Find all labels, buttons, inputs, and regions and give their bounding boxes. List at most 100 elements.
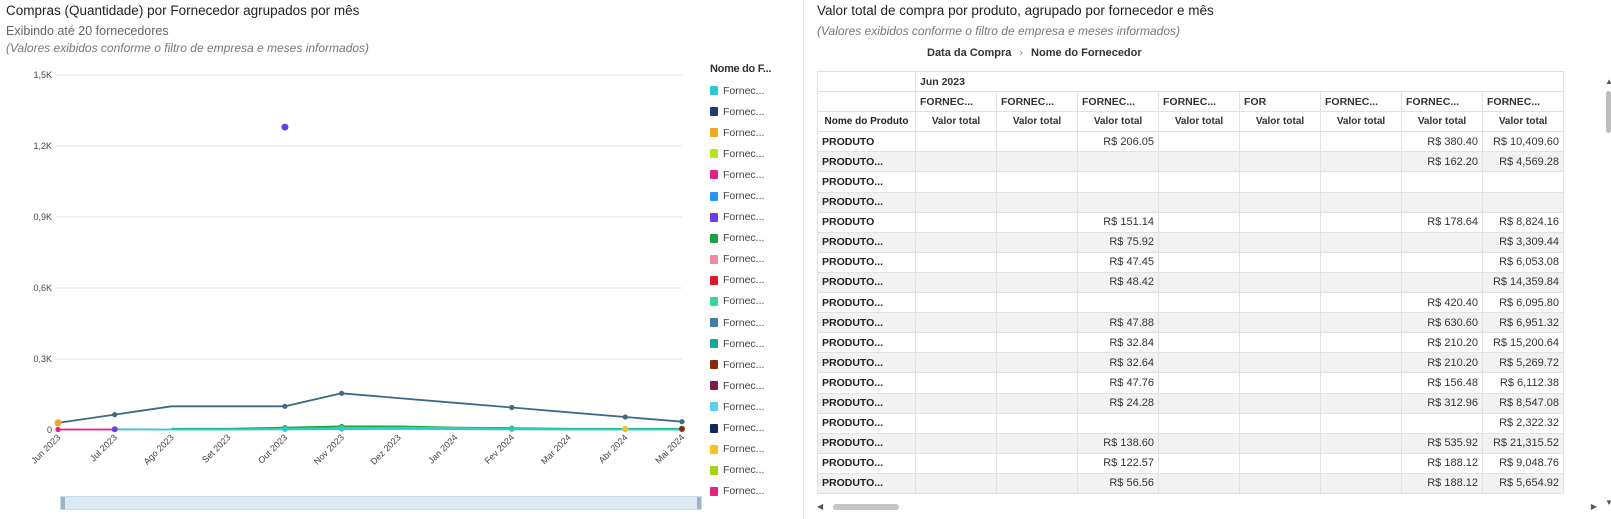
y-tick-label: 0,3K: [33, 354, 52, 364]
table-cell: R$ 24.28: [1077, 392, 1159, 414]
table-cell: [1239, 412, 1321, 434]
table-cell: [1239, 472, 1321, 494]
row-header-product: PRODUTO: [817, 211, 916, 233]
column-header-supplier[interactable]: FORNEC...: [915, 91, 997, 113]
chart-note: (Valores exibidos conforme o filtro de e…: [6, 41, 370, 55]
legend-item[interactable]: Fornec...: [710, 122, 802, 143]
table-cell: R$ 3,309.44: [1482, 231, 1564, 253]
scroll-thumb-horizontal[interactable]: [833, 504, 899, 510]
horizontal-scrollbar[interactable]: ◀ ▶: [817, 502, 1597, 511]
table-cell: [915, 372, 997, 394]
legend-swatch: [710, 444, 718, 454]
column-header-measure: Valor total: [1239, 111, 1321, 133]
table-cell: [1158, 432, 1240, 454]
row-header-label: Nome do Produto: [817, 111, 916, 133]
vertical-scrollbar[interactable]: ▲ ▼: [1605, 77, 1611, 507]
legend-swatch: [710, 86, 718, 96]
column-header-supplier[interactable]: FORNEC...: [1482, 91, 1564, 113]
legend-item[interactable]: Fornec...: [710, 207, 802, 228]
table-cell: R$ 380.40: [1401, 131, 1483, 153]
table-title: Valor total de compra por produto, agrup…: [817, 3, 1214, 18]
y-tick-label: 0: [47, 425, 52, 435]
legend-swatch: [710, 339, 718, 349]
table-cell: R$ 8,547.08: [1482, 392, 1564, 414]
column-header-supplier[interactable]: FORNEC...: [1158, 91, 1240, 113]
legend-item[interactable]: Fornec...: [710, 460, 802, 481]
legend-item[interactable]: Fornec...: [710, 418, 802, 439]
breadcrumb-date[interactable]: Data da Compra: [927, 47, 1012, 59]
data-point: [679, 419, 685, 425]
table-cell: [1239, 231, 1321, 253]
scroll-thumb[interactable]: [1606, 91, 1611, 133]
series-line: [114, 427, 682, 431]
slider-handle-end[interactable]: [697, 497, 701, 509]
column-header-supplier[interactable]: FORNEC...: [1077, 91, 1159, 113]
legend-item[interactable]: Fornec...: [710, 143, 802, 164]
legend-label: Fornec...: [723, 316, 765, 329]
table-cell: R$ 48.42: [1077, 271, 1159, 294]
legend-item[interactable]: Fornec...: [710, 249, 802, 270]
table-row: PRODUTO R$ 206.05 R$ 380.40 R$ 10,409.60: [817, 131, 1564, 153]
y-tick-label: 0,6K: [33, 283, 52, 293]
legend-item[interactable]: Fornec...: [710, 481, 802, 502]
table-cell: [996, 251, 1078, 273]
row-header-product: PRODUTO...: [817, 432, 916, 454]
legend-label: Fornec...: [723, 168, 765, 181]
legend-item[interactable]: Fornec...: [710, 312, 802, 333]
legend-item[interactable]: Fornec...: [710, 101, 802, 122]
column-header-supplier[interactable]: FORNEC...: [996, 91, 1078, 113]
legend-label: Fornec...: [723, 211, 765, 224]
legend-swatch: [710, 254, 718, 264]
table-cell: R$ 210.20: [1401, 352, 1483, 374]
column-header-supplier[interactable]: FOR: [1239, 91, 1321, 113]
legend-item[interactable]: Fornec...: [710, 375, 802, 396]
legend-item[interactable]: Fornec...: [710, 228, 802, 249]
table-cell: [1320, 191, 1402, 213]
legend-swatch: [710, 318, 718, 328]
x-axis-range-slider[interactable]: [60, 496, 702, 510]
scroll-up-icon[interactable]: ▲: [1605, 77, 1611, 86]
slider-handle-start[interactable]: [61, 497, 65, 509]
table-cell: [1401, 231, 1483, 253]
table-cell: R$ 75.92: [1077, 231, 1159, 253]
table-row: PRODUTO... R$ 56.56 R$ 188.12 R$ 5,654.92: [817, 472, 1564, 494]
legend-swatch: [710, 212, 718, 222]
table-cell: R$ 178.64: [1401, 211, 1483, 233]
legend-item[interactable]: Fornec...: [710, 333, 802, 354]
legend-label: Fornec...: [723, 147, 765, 160]
row-header-product: PRODUTO...: [817, 312, 916, 334]
legend-item[interactable]: Fornec...: [710, 439, 802, 460]
column-header-measure: Valor total: [1077, 111, 1159, 133]
table-cell: [996, 452, 1078, 474]
legend-item[interactable]: Fornec...: [710, 396, 802, 417]
legend-item[interactable]: Fornec...: [710, 185, 802, 206]
x-tick-label: Jan 2024: [426, 432, 459, 465]
table-cell: [915, 472, 997, 494]
table-cell: [996, 191, 1078, 213]
legend-swatch: [710, 275, 718, 285]
legend-label: Fornec...: [723, 358, 765, 371]
legend-label: Fornec...: [723, 84, 765, 97]
table-cell: [1320, 271, 1402, 294]
scroll-down-icon[interactable]: ▼: [1605, 498, 1611, 507]
legend-item[interactable]: Fornec...: [710, 354, 802, 375]
legend-label: Fornec...: [723, 105, 765, 118]
row-header-product: PRODUTO...: [817, 271, 916, 294]
table-cell: [996, 292, 1078, 314]
table-cell: [1320, 231, 1402, 253]
column-header-supplier[interactable]: FORNEC...: [1401, 91, 1483, 113]
column-group-header-month[interactable]: Jun 2023: [915, 70, 1564, 93]
breadcrumb-supplier[interactable]: Nome do Fornecedor: [1031, 47, 1142, 59]
row-header-product: PRODUTO...: [817, 171, 916, 193]
legend-item[interactable]: Fornec...: [710, 164, 802, 185]
legend-item[interactable]: Fornec...: [710, 80, 802, 101]
line-chart[interactable]: 0 0,3K 0,6K 0,9K 1,2K 1,5K Jun 2023 Jul 2023 Ago…: [0, 58, 700, 498]
legend-item[interactable]: Fornec...: [710, 270, 802, 291]
table-cell: R$ 156.48: [1401, 372, 1483, 394]
legend-swatch: [710, 191, 718, 201]
column-header-supplier[interactable]: FORNEC...: [1320, 91, 1402, 113]
row-header-product: PRODUTO...: [817, 412, 916, 434]
legend-item[interactable]: Fornec...: [710, 291, 802, 312]
scroll-left-icon[interactable]: ◀: [817, 502, 824, 511]
scroll-right-icon[interactable]: ▶: [1590, 502, 1597, 511]
